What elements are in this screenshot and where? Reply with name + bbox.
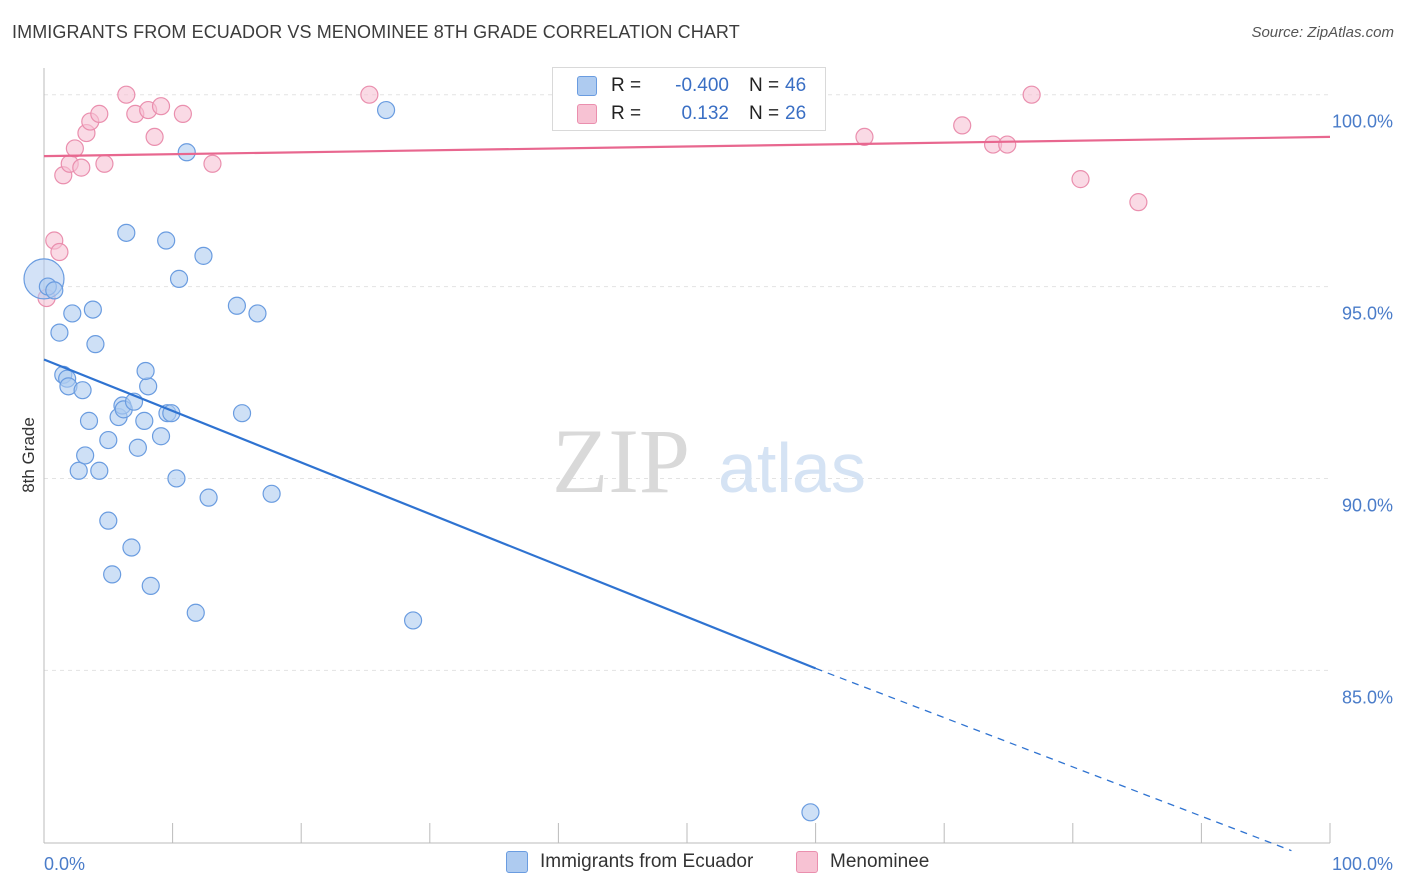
menominee-point [50,242,69,262]
y-tick-label: 95.0% [1342,304,1393,324]
menominee-point [65,139,84,158]
ecuador-point [50,323,69,342]
trend-lines [43,135,1331,852]
chart-title: IMMIGRANTS FROM ECUADOR VS MENOMINEE 8TH… [12,22,740,42]
ecuador-point [227,296,246,315]
x-tick-label-max: 100.0% [1332,854,1393,874]
menominee-point [173,104,192,123]
legend-n-value: 46 [785,75,807,96]
ecuador-point [177,143,196,162]
legend-label-ecuador: Immigrants from Ecuador [540,851,754,872]
menominee-point [1129,193,1148,212]
legend-swatch-menominee [796,851,818,873]
ecuador-point [151,427,171,446]
legend-r-value: -0.400 [675,75,729,96]
watermark-atlas: atlas [718,429,866,507]
menominee-point [117,85,136,104]
menominee-point [90,104,109,123]
ecuador-point [128,438,147,457]
ecuador-point [99,511,118,530]
ecuador-point [79,411,99,430]
ecuador-point [376,100,396,120]
legend-n-label: N = [749,103,780,124]
legend-r-value: 0.132 [681,103,729,124]
ecuador-point [141,576,160,595]
axes [43,68,1331,844]
menominee-trend-line [43,135,1331,158]
ecuador-point [167,469,186,488]
ecuador-points [23,100,820,822]
menominee-point [95,154,114,173]
menominee-point [360,85,379,104]
menominee-point [953,116,972,135]
y-tick-label: 85.0% [1342,687,1393,707]
legend-row-menominee: R = 0.132 N = 26 [553,101,806,127]
ecuador-point [136,361,155,381]
menominee-points [37,85,1148,308]
gridlines [44,94,1330,671]
y-axis-label: 8th Grade [19,417,38,493]
menominee-point [855,127,874,147]
ecuador-point [801,803,820,822]
source-label: Source: ZipAtlas.com [1251,24,1394,41]
ecuador-point [194,246,213,265]
legend-item-menominee[interactable]: Menominee [796,851,929,873]
legend-swatch-menominee [577,104,597,124]
ecuador-point [232,404,252,423]
legend-swatch-ecuador [577,76,597,96]
y-tick-label: 90.0% [1342,495,1393,515]
legend-r-label: R = [611,75,642,96]
ecuador-trend-line [43,358,817,670]
menominee-point [1071,170,1090,189]
tick-labels: 100.0% 95.0% 90.0% 85.0% 0.0% 100.0% [44,112,1393,874]
x-tick-label-min: 0.0% [44,854,85,874]
legend-item-ecuador[interactable]: Immigrants from Ecuador [506,851,753,873]
watermark: ZIP atlas [552,410,866,512]
ecuador-point [122,538,141,557]
menominee-point [151,97,171,116]
legend-n-label: N = [749,75,780,96]
ecuador-point [139,377,158,396]
ecuador-point [45,281,64,300]
y-tick-label: 100.0% [1332,112,1393,132]
ecuador-point [86,335,105,354]
ecuador-point [169,269,189,288]
legend-n-value: 26 [785,103,807,124]
series-legend: Immigrants from Ecuador Menominee [0,851,1406,877]
ecuador-point [262,484,281,503]
ecuador-point [63,304,82,323]
ecuador-point [199,488,218,507]
ecuador-point [103,565,122,584]
legend-r-label: R = [611,103,642,124]
ecuador-point [76,446,95,465]
ecuador-point [69,461,88,480]
ecuador-point [73,381,92,400]
menominee-point [145,127,164,147]
ecuador-point [157,231,176,250]
ecuador-point [90,461,109,480]
legend-label-menominee: Menominee [830,851,930,872]
legend-swatch-ecuador [506,851,528,873]
ecuador-point [99,430,118,450]
menominee-point [1022,85,1041,104]
ecuador-point [186,603,205,622]
menominee-point [203,154,222,173]
ecuador-point [248,304,267,323]
ecuador-point [117,223,136,242]
ecuador-trend-extension [815,667,1292,852]
ecuador-point [135,411,154,430]
menominee-point [72,158,91,177]
watermark-zip: ZIP [552,410,690,512]
ecuador-point [403,611,423,630]
menominee-point [998,135,1017,154]
stats-legend: R = -0.400 N = 46 R = 0.132 N = 26 [552,67,826,131]
legend-row-ecuador: R = -0.400 N = 46 [553,73,806,99]
ecuador-point [83,300,102,319]
